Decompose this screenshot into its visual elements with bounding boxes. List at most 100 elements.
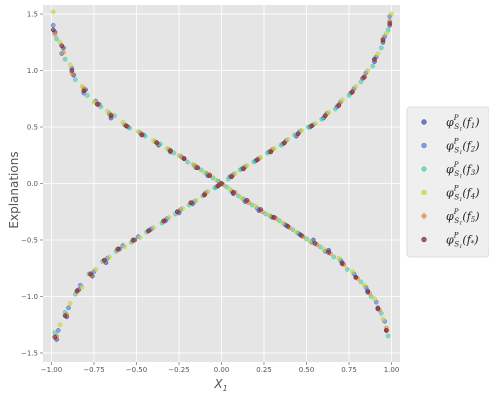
data-point	[361, 74, 367, 80]
data-point	[88, 271, 93, 277]
data-point	[387, 20, 393, 26]
data-point	[106, 254, 112, 260]
data-point	[202, 192, 207, 198]
data-point	[219, 181, 224, 186]
data-point	[339, 97, 345, 103]
data-point	[370, 63, 376, 69]
data-point	[251, 159, 257, 165]
data-point	[84, 93, 90, 98]
data-point	[299, 128, 304, 133]
data-point	[115, 246, 121, 252]
data-point	[358, 79, 364, 85]
data-point	[344, 267, 350, 272]
data-point	[254, 157, 260, 163]
data-point	[52, 334, 58, 340]
data-point	[380, 37, 386, 43]
legend-label: φP S1(f*)	[446, 232, 479, 251]
data-point	[207, 173, 212, 178]
legend-marker	[421, 119, 427, 125]
data-point	[258, 207, 263, 212]
data-point	[93, 267, 99, 272]
data-point	[188, 200, 194, 206]
data-point	[266, 212, 272, 218]
data-point	[333, 106, 338, 112]
data-point	[384, 30, 389, 36]
data-point	[166, 215, 172, 220]
data-point	[358, 279, 364, 285]
data-point	[353, 83, 359, 89]
x-axis-label: X1	[213, 377, 227, 393]
data-point	[67, 300, 73, 306]
data-point	[350, 89, 355, 95]
y-tick-label: −1.5	[21, 349, 38, 357]
x-axis-ticks: −1.00 −0.75 −0.50 −0.25 0.00 0.25 0.50 0.75 1.00	[41, 362, 399, 374]
data-point	[72, 77, 78, 82]
data-point	[244, 163, 250, 168]
data-point	[151, 225, 156, 230]
data-points	[50, 9, 394, 342]
data-point	[61, 50, 66, 55]
data-point	[50, 27, 56, 33]
data-point	[276, 218, 282, 224]
legend-label: φP S1(f2)	[446, 138, 480, 157]
data-point	[79, 285, 85, 290]
y-axis-ticks: −1.5 −1.0 −0.5 0.0 0.5 1.0 1.5	[21, 11, 43, 357]
data-point	[280, 220, 286, 226]
x-tick-label: −0.75	[83, 366, 104, 374]
y-tick-label: 1.0	[27, 67, 38, 75]
data-point	[326, 250, 331, 255]
legend-label: φP S1(f5)	[446, 208, 480, 227]
data-point	[225, 176, 231, 182]
data-point	[239, 195, 245, 201]
data-point	[365, 289, 371, 295]
data-point	[312, 241, 318, 246]
data-point	[336, 103, 342, 108]
data-point	[346, 93, 352, 98]
data-point	[108, 113, 114, 119]
data-point	[214, 177, 219, 183]
data-point	[378, 45, 384, 51]
data-point	[190, 161, 195, 167]
data-point	[372, 296, 377, 302]
legend-label: φP S1(f1)	[446, 114, 480, 133]
y-tick-label: −0.5	[21, 236, 38, 244]
data-point	[146, 228, 151, 234]
data-point	[181, 156, 187, 161]
data-point	[130, 237, 136, 243]
legend-marker	[421, 166, 427, 172]
y-tick-label: 1.5	[27, 11, 38, 19]
data-point	[174, 209, 180, 215]
data-point	[293, 229, 299, 235]
data-point	[290, 227, 296, 233]
data-point	[331, 254, 337, 260]
data-point	[67, 62, 73, 68]
data-point	[224, 184, 229, 190]
x-tick-label: 0.00	[214, 366, 230, 374]
data-point	[282, 140, 287, 146]
data-point	[317, 244, 323, 250]
data-point	[161, 218, 167, 224]
data-point	[339, 261, 345, 267]
data-point	[127, 125, 133, 131]
data-point	[139, 132, 144, 138]
data-point	[202, 169, 207, 175]
legend-marker	[421, 142, 427, 149]
data-point	[95, 102, 100, 107]
data-point	[185, 159, 190, 165]
legend-marker	[421, 213, 427, 219]
data-point	[227, 186, 233, 192]
y-tick-label: 0.5	[27, 124, 38, 132]
data-point	[229, 174, 235, 180]
data-point	[195, 165, 201, 171]
data-point	[285, 137, 291, 142]
data-point	[299, 233, 304, 238]
data-point	[98, 104, 104, 110]
data-point	[285, 224, 291, 229]
data-point	[304, 236, 309, 242]
data-point	[319, 116, 325, 122]
data-point	[81, 88, 87, 94]
data-point	[74, 288, 80, 294]
data-point	[375, 51, 381, 56]
data-point	[54, 36, 59, 42]
